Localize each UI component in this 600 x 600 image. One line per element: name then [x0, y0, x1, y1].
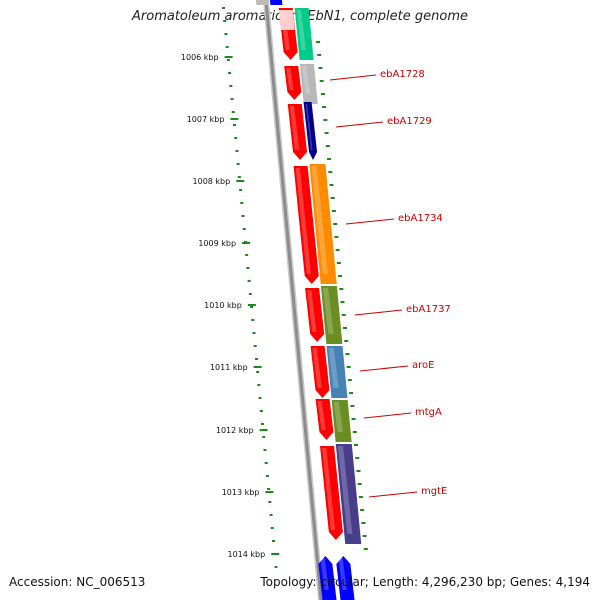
feature-block-2[interactable]: [299, 64, 318, 104]
gene-label[interactable]: mtgA: [415, 407, 442, 418]
backbone-line: [264, 0, 323, 600]
feature-block-8[interactable]: [335, 444, 362, 544]
gene-label[interactable]: aroE: [412, 360, 434, 371]
ruler-tick-label: 1013 kbp: [222, 488, 260, 497]
feature-block-1[interactable]: [294, 8, 314, 60]
gene-labels: ebA1728 ebA1729 ebA1734 ebA1737 aroE mtgA mgtE: [329, 69, 451, 498]
ruler-tick-label: 1009 kbp: [198, 239, 236, 248]
feature-block-4[interactable]: [309, 164, 337, 284]
gene-label-leader: [359, 365, 409, 372]
ruler-tick-label: 1007 kbp: [187, 115, 225, 124]
cds-reverse-bottom-1[interactable]: [318, 556, 337, 600]
gene-label-leader: [329, 74, 377, 81]
gene-label-leader: [368, 491, 418, 498]
feature-block-3[interactable]: [303, 102, 318, 160]
cds-forward-7[interactable]: [315, 399, 334, 440]
gene-label-leader: [354, 309, 403, 316]
kbp-ruler: 1006 kbp 1007 kbp 1008 kbp 1009 kbp 1010 kbp…: [181, 7, 368, 568]
cds-forward-4[interactable]: [293, 166, 319, 284]
ruler-tick-label: 1011 kbp: [210, 363, 248, 372]
gene-label-leader: [335, 121, 384, 128]
gene-label[interactable]: ebA1728: [380, 69, 425, 80]
ruler-tick-label: 1006 kbp: [181, 53, 219, 62]
feature-block-6[interactable]: [326, 346, 348, 398]
ruler-tick-label: 1012 kbp: [216, 426, 254, 435]
feature-block-5[interactable]: [320, 286, 343, 344]
gene-label[interactable]: ebA1737: [406, 304, 451, 315]
gene-label-leader: [345, 218, 395, 225]
ruler-tick-label: 1010 kbp: [204, 301, 242, 310]
cds-forward-2[interactable]: [284, 66, 302, 100]
cds-reverse-bottom-2[interactable]: [336, 556, 355, 600]
gene-features: [255, 0, 362, 600]
genome-backbone: [262, 0, 325, 600]
gene-label[interactable]: ebA1734: [398, 213, 443, 224]
cds-forward-6[interactable]: [310, 346, 330, 398]
gene-label[interactable]: ebA1729: [387, 116, 432, 127]
accession-text: Accession: NC_006513: [9, 575, 146, 589]
feature-block-7[interactable]: [331, 400, 352, 442]
ruler-tick-label: 1014 kbp: [228, 550, 266, 559]
cds-faded-top[interactable]: [278, 10, 295, 30]
gene-label-leader: [363, 412, 412, 419]
cds-forward-3[interactable]: [287, 104, 308, 160]
ruler-tick-label: 1008 kbp: [193, 177, 231, 186]
genome-summary-text: Topology: circular; Length: 4,296,230 bp…: [260, 575, 590, 589]
gene-label[interactable]: mgtE: [421, 486, 447, 497]
feature-block-top-gray[interactable]: [255, 0, 269, 5]
cds-reverse-top[interactable]: [269, 0, 283, 5]
cds-forward-8[interactable]: [320, 446, 343, 540]
cds-forward-5[interactable]: [305, 288, 325, 342]
